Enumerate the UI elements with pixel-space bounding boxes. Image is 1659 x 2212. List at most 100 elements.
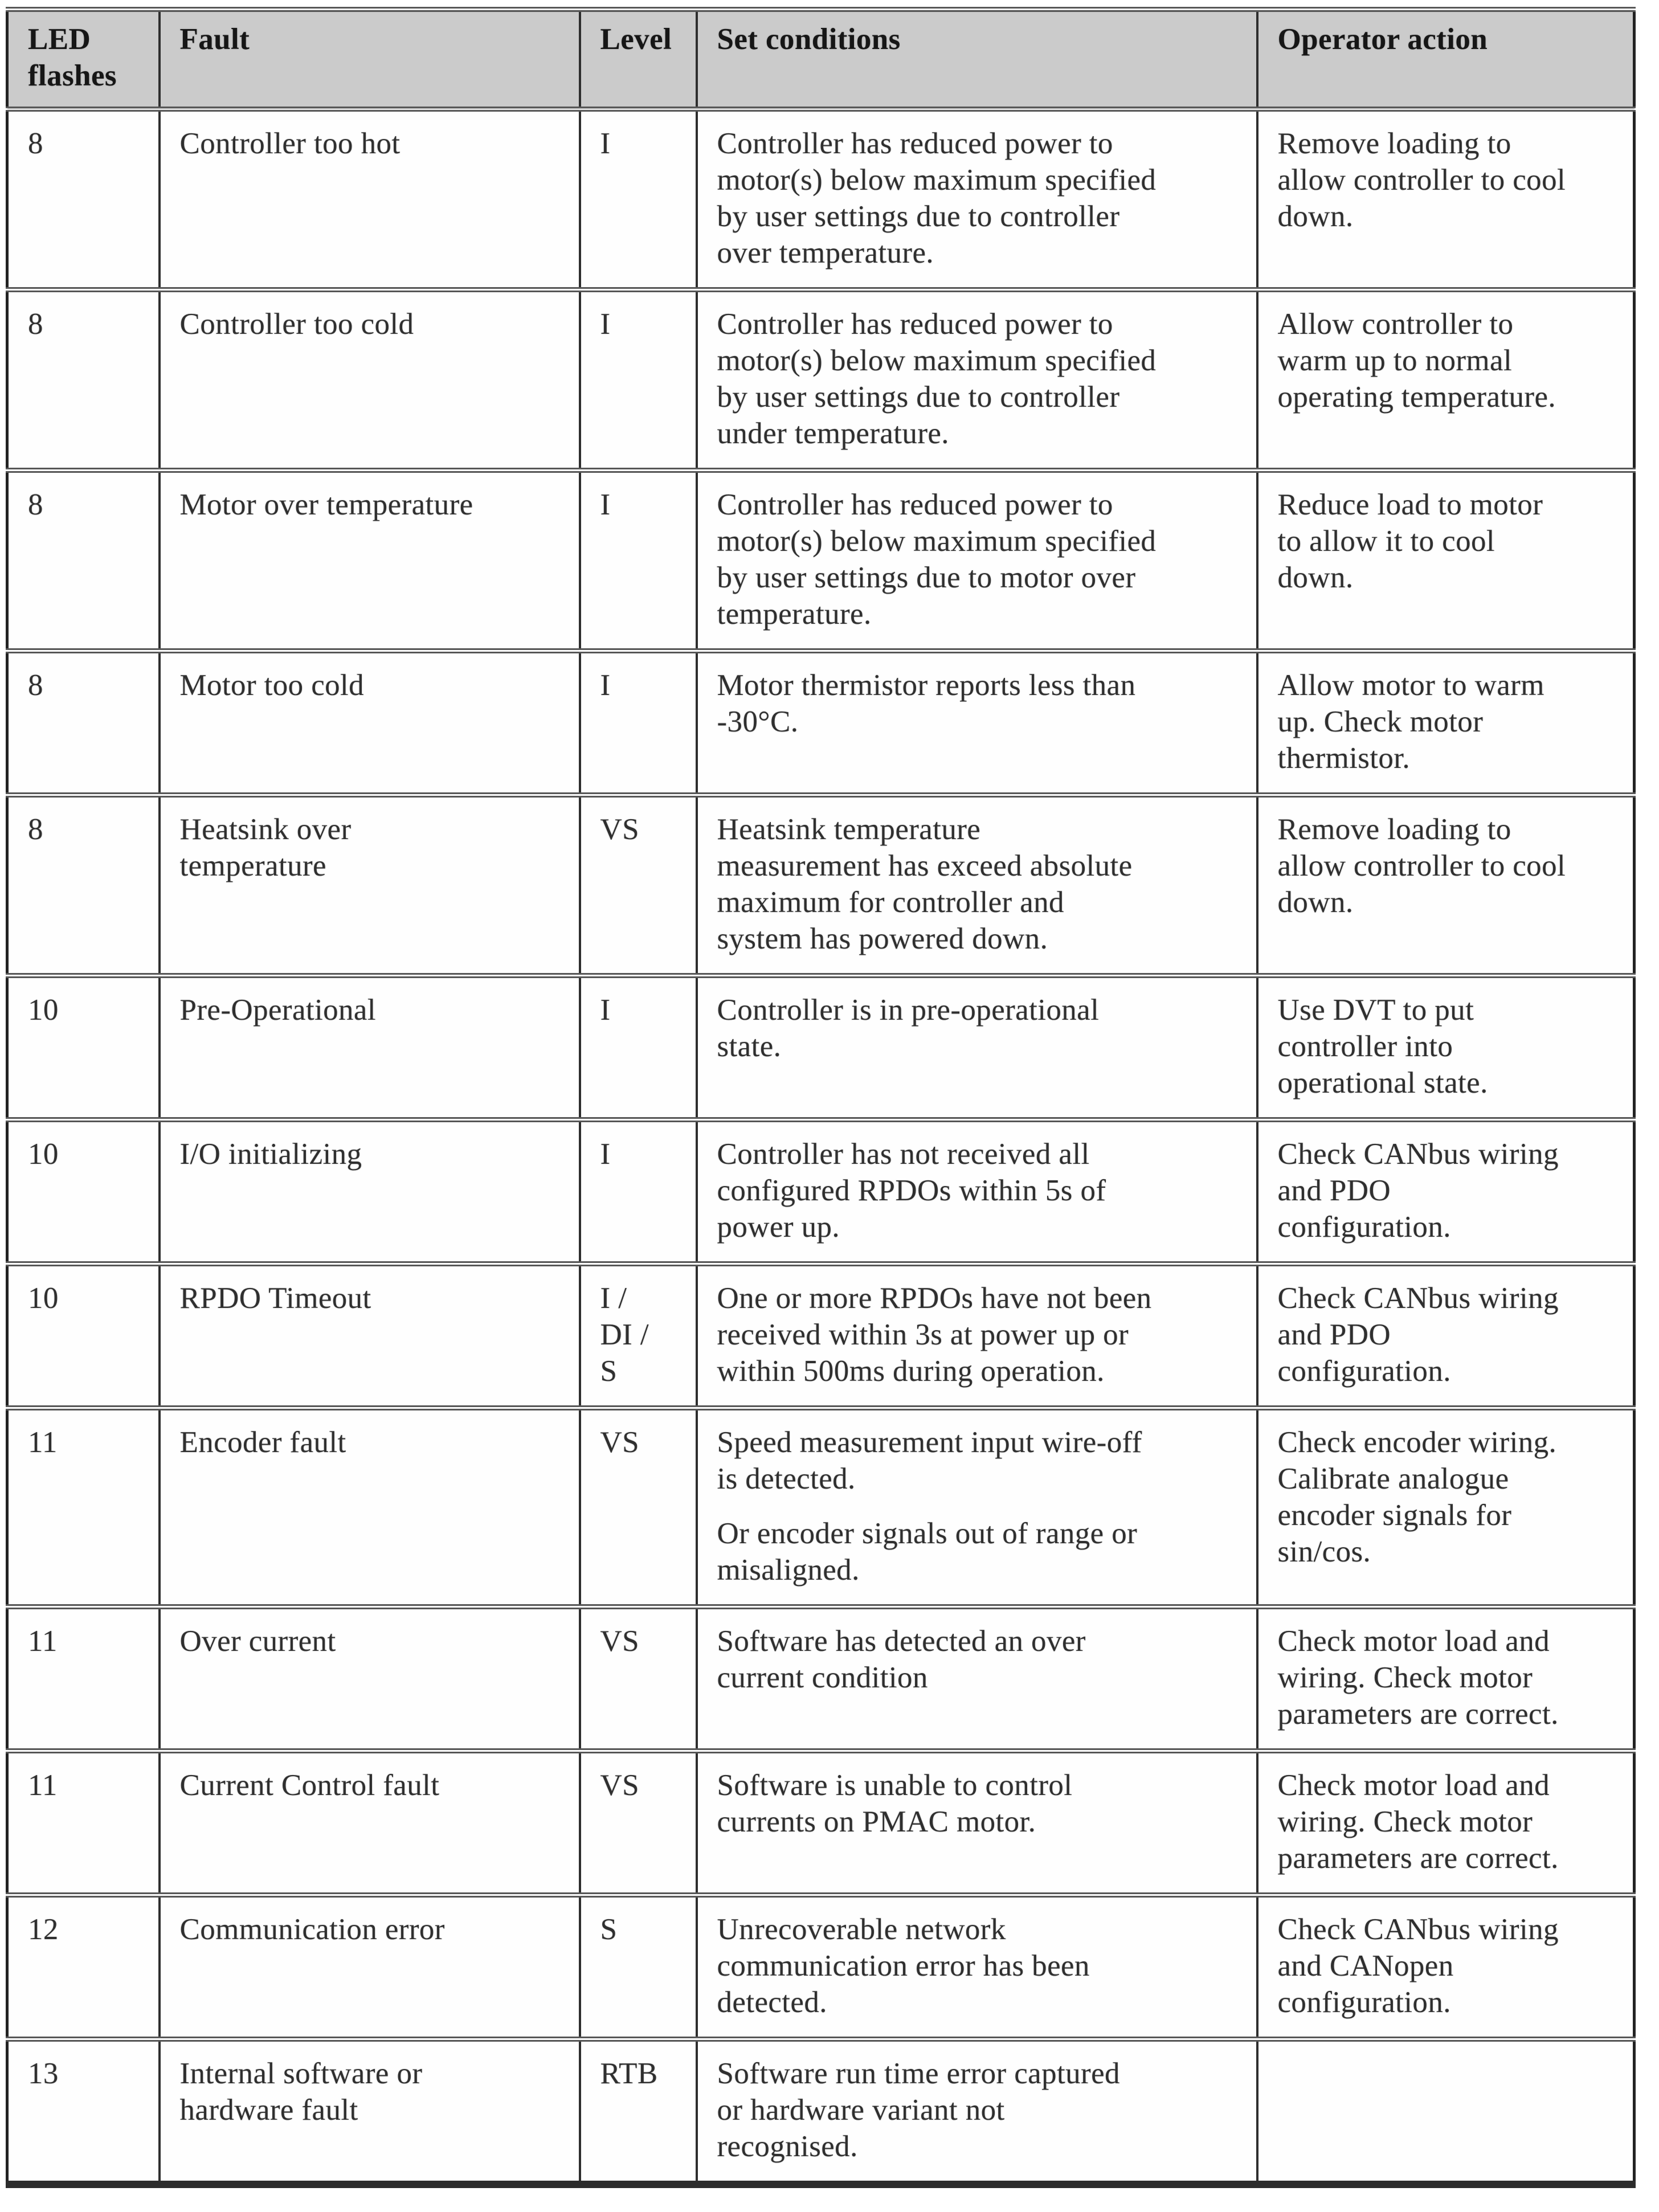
cell-level: VS xyxy=(578,1405,698,1609)
text-line: system has powered down. xyxy=(717,922,1048,955)
text-line: Level xyxy=(600,23,672,56)
table-row: 8 Controller too hot I Controller has reduc… xyxy=(6,107,1636,292)
text-line: Software has detected an over xyxy=(717,1625,1086,1658)
text-line: motor(s) below maximum specified xyxy=(717,525,1157,558)
text-line: Set conditions xyxy=(717,23,901,56)
text-line: currents on PMAC motor. xyxy=(717,1805,1036,1838)
cell-level: I xyxy=(578,287,698,473)
text-line: Check motor load and xyxy=(1277,1625,1550,1658)
text-line: Fault xyxy=(179,23,250,56)
text-line: Unrecoverable network xyxy=(717,1913,1006,1946)
text-line: Speed measurement input wire-off xyxy=(717,1426,1142,1459)
text-line: Or encoder signals out of range or xyxy=(717,1517,1138,1550)
text-line: Remove loading to xyxy=(1277,813,1511,846)
fault-table: LED flashes Fault Level Set conditions Operat… xyxy=(6,7,1636,2188)
cell-operator-action: Check encoder wiring. Calibrate analogue e… xyxy=(1256,1405,1636,1609)
text-line: S xyxy=(600,1913,618,1946)
table-row: 11 Current Control fault VS Software is una… xyxy=(6,1748,1636,1898)
text-line: operational state. xyxy=(1277,1066,1488,1099)
led-flash-count: 8 xyxy=(28,488,43,521)
led-flash-count: 11 xyxy=(28,1769,58,1802)
text-line: Controller has not received all xyxy=(717,1138,1090,1171)
cell-fault: Encoder fault xyxy=(158,1405,581,1609)
cell-level: VS xyxy=(578,1748,698,1898)
text-line: configured RPDOs within 5s of xyxy=(717,1174,1106,1207)
cell-level: I xyxy=(578,648,698,798)
cell-led-flashes: 11 xyxy=(6,1604,161,1753)
text-line: hardware fault xyxy=(179,2094,358,2127)
text-line: measurement has exceed absolute xyxy=(717,849,1133,882)
cell-set-conditions: Controller has reduced power to motor(s) … xyxy=(695,468,1258,653)
text-line: Software run time error captured xyxy=(717,2057,1120,2090)
cell-operator-action: Check CANbus wiring and PDO configuration. xyxy=(1256,1117,1636,1266)
text-line: warm up to normal xyxy=(1277,344,1513,377)
text-line: temperature xyxy=(179,849,326,882)
cell-fault: Controller too hot xyxy=(158,107,581,292)
text-line: Calibrate analogue xyxy=(1277,1462,1509,1495)
text-line: LED xyxy=(28,23,91,56)
text-line: allow controller to cool xyxy=(1277,849,1566,882)
cell-fault: Internal software or hardware fault xyxy=(158,2037,581,2187)
cell-operator-action: Check CANbus wiring and PDO configuration. xyxy=(1256,1261,1636,1410)
cell-set-conditions: Controller has reduced power to motor(s) … xyxy=(695,107,1258,292)
cell-level: I / DI / S xyxy=(578,1261,698,1410)
cell-fault: Pre-Operational xyxy=(158,973,581,1122)
cell-level: I xyxy=(578,1117,698,1266)
text-line: parameters are correct. xyxy=(1277,1698,1559,1731)
cell-fault: Over current xyxy=(158,1604,581,1753)
column-header-level: Level xyxy=(578,7,698,112)
set-conditions-paragraph: Controller has reduced power to motor(s) … xyxy=(717,125,1240,271)
led-flash-count: 8 xyxy=(28,127,43,160)
set-conditions-paragraph: Controller is in pre-operational state. xyxy=(717,992,1240,1065)
text-line: temperature. xyxy=(717,598,872,631)
cell-fault: Controller too cold xyxy=(158,287,581,473)
text-line: operating temperature. xyxy=(1277,381,1556,414)
text-line: power up. xyxy=(717,1211,840,1244)
text-line: controller into xyxy=(1277,1030,1453,1063)
cell-led-flashes: 8 xyxy=(6,468,161,653)
text-line: down. xyxy=(1277,561,1354,594)
set-conditions-paragraph: Motor thermistor reports less than -30°C. xyxy=(717,667,1240,740)
text-line: under temperature. xyxy=(717,417,949,450)
set-conditions-paragraph: Unrecoverable network communication error… xyxy=(717,1911,1240,2021)
text-line: Motor thermistor reports less than xyxy=(717,669,1136,702)
text-line: Allow controller to xyxy=(1277,308,1514,341)
text-line: parameters are correct. xyxy=(1277,1842,1559,1875)
text-line: sin/cos. xyxy=(1277,1535,1371,1568)
text-line: Controller too hot xyxy=(179,127,401,160)
led-flash-count: 10 xyxy=(28,993,59,1027)
table-row: 11 Encoder fault VS Speed measurement input… xyxy=(6,1405,1636,1609)
table-row: 8 Heatsink over temperature VS Heatsink temp… xyxy=(6,792,1636,978)
cell-level: RTB xyxy=(578,2037,698,2187)
text-line: Software is unable to control xyxy=(717,1769,1073,1802)
cell-level: S xyxy=(578,1892,698,2042)
text-line: over temperature. xyxy=(717,236,934,269)
set-conditions-paragraph: Software run time error captured or hardw… xyxy=(717,2055,1240,2165)
text-line: Check CANbus wiring xyxy=(1277,1138,1559,1171)
text-line: Encoder fault xyxy=(179,1426,346,1459)
set-conditions-paragraph: Software has detected an over current con… xyxy=(717,1623,1240,1696)
cell-led-flashes: 10 xyxy=(6,1117,161,1266)
cell-fault: Current Control fault xyxy=(158,1748,581,1898)
column-header-set_conditions: Set conditions xyxy=(695,7,1258,112)
set-conditions-paragraph: Controller has reduced power to motor(s) … xyxy=(717,486,1240,632)
text-line: I/O initializing xyxy=(179,1138,362,1171)
set-conditions-paragraph: Heatsink temperature measurement has exce… xyxy=(717,811,1240,957)
cell-set-conditions: Controller has reduced power to motor(s) … xyxy=(695,287,1258,473)
cell-level: VS xyxy=(578,792,698,978)
text-line: maximum for controller and xyxy=(717,886,1064,919)
cell-level: I xyxy=(578,107,698,292)
cell-set-conditions: Speed measurement input wire-off is detec… xyxy=(695,1405,1258,1609)
led-flash-count: 8 xyxy=(28,308,43,341)
text-line: I / xyxy=(600,1282,627,1315)
cell-fault: RPDO Timeout xyxy=(158,1261,581,1410)
set-conditions-paragraph: Software is unable to control currents on… xyxy=(717,1767,1240,1840)
text-line: Check CANbus wiring xyxy=(1277,1913,1559,1946)
header-row: LED flashes Fault Level Set conditions Operat… xyxy=(6,7,1636,112)
table-body: 8 Controller too hot I Controller has reduc… xyxy=(6,107,1636,2187)
text-line: current condition xyxy=(717,1661,928,1694)
cell-fault: Communication error xyxy=(158,1892,581,2042)
set-conditions-paragraph: Controller has reduced power to motor(s) … xyxy=(717,306,1240,452)
text-line: down. xyxy=(1277,886,1354,919)
